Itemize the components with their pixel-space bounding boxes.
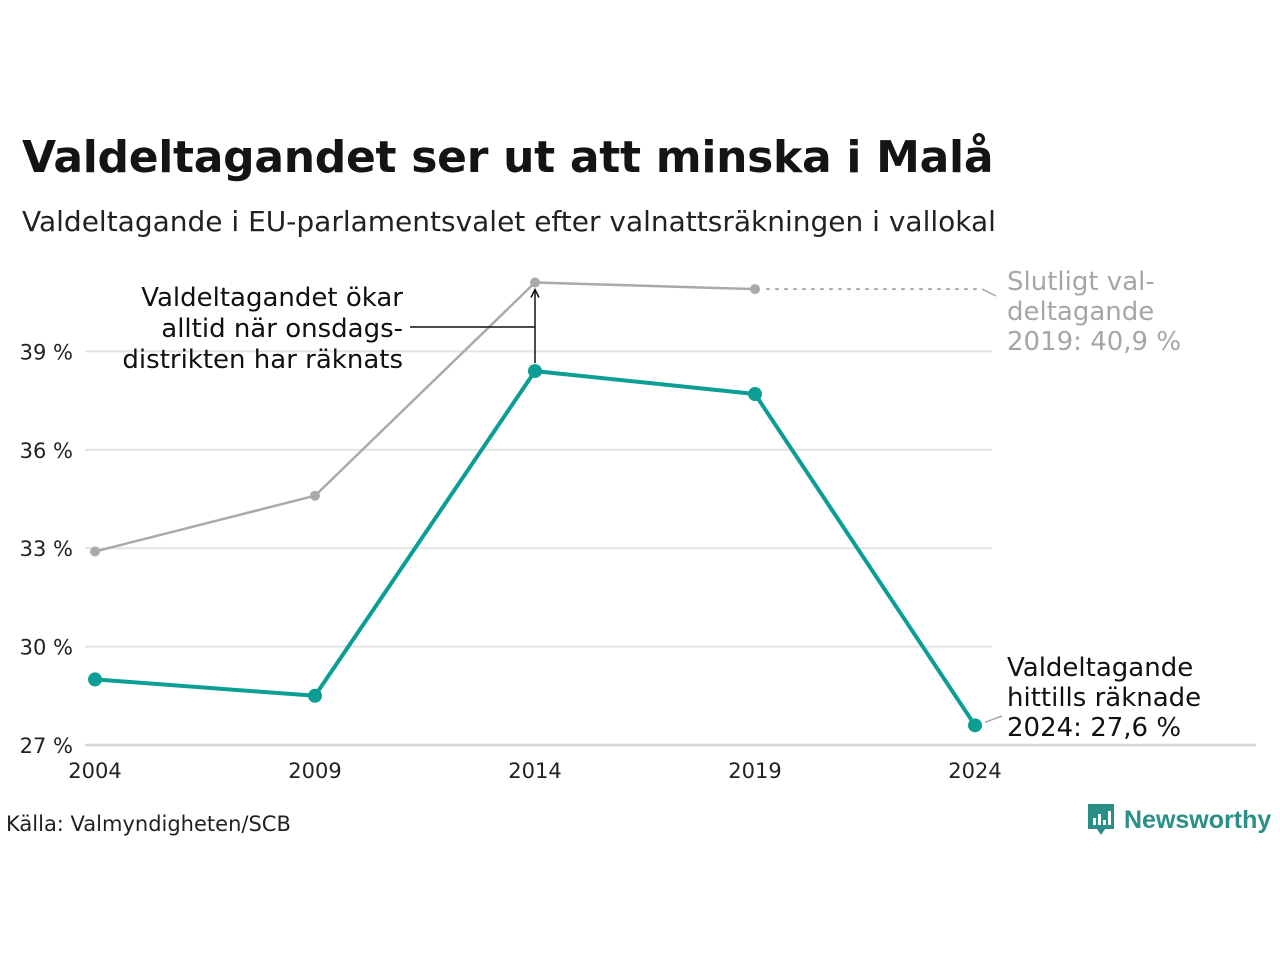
- annotation-wednesday-text: alltid när onsdags-: [161, 314, 403, 344]
- x-tick-label: 2009: [288, 759, 341, 783]
- series-line-final: [93, 281, 757, 553]
- annotation-final-2019-text: Slutligt val-: [1007, 267, 1155, 297]
- data-point-valnatt: [748, 387, 762, 402]
- data-point-final: [90, 546, 100, 557]
- chart-title: Valdeltagandet ser ut att minska i Malå: [22, 132, 994, 183]
- annotation-arrow-head: [530, 287, 540, 298]
- annotation-2024-text: 2024: 27,6 %: [1007, 713, 1181, 743]
- x-tick-label: 2014: [508, 759, 561, 783]
- y-tick-label: 39 %: [20, 340, 73, 364]
- data-point-final: [310, 490, 320, 501]
- data-point-valnatt: [88, 672, 102, 687]
- annotation-final-2019-text: deltagande: [1007, 297, 1154, 327]
- y-tick-label: 27 %: [20, 734, 73, 758]
- gridlines: [85, 350, 1256, 747]
- data-point-valnatt: [528, 364, 542, 379]
- annotation-2024-text: Valdeltagande: [1007, 653, 1193, 683]
- data-point-valnatt: [308, 688, 322, 703]
- y-tick-label: 30 %: [20, 636, 73, 660]
- x-tick-label: 2019: [728, 759, 781, 783]
- brand-name: Newsworthy: [1124, 805, 1272, 834]
- source-note: Källa: Valmyndigheten/SCB: [6, 812, 291, 836]
- annotation-wednesday-text: Valdeltagandet ökar: [141, 283, 403, 313]
- x-axis-tick-labels: 2004 2009 2014 2019 2024: [68, 759, 1001, 783]
- x-tick-label: 2004: [68, 759, 121, 783]
- series-final: [90, 277, 760, 557]
- data-point-valnatt: [968, 718, 982, 733]
- series-group: [88, 277, 982, 733]
- y-tick-label: 36 %: [20, 439, 73, 463]
- x-tick-label: 2024: [948, 759, 1001, 783]
- series-valnatt: [88, 364, 982, 733]
- newsworthy-logo-icon: [1088, 804, 1114, 835]
- y-axis-tick-labels: 27 % 30 % 33 % 36 % 39 %: [20, 340, 73, 758]
- y-tick-label: 33 %: [20, 537, 73, 561]
- annotation-final-2019-text: 2019: 40,9 %: [1007, 327, 1181, 357]
- data-point-final: [750, 284, 760, 295]
- brand-logo: Newsworthy: [1086, 802, 1271, 838]
- annotation-wednesday-text: distrikten har räknats: [122, 345, 403, 375]
- chart-subtitle: Valdeltagande i EU-parlamentsvalet efter…: [22, 205, 996, 238]
- annotation-tick-2019: [981, 288, 997, 297]
- annotation-tick-2024: [984, 715, 1003, 724]
- data-point-final: [530, 277, 540, 288]
- annotation-2024-text: hittills räknade: [1007, 683, 1201, 713]
